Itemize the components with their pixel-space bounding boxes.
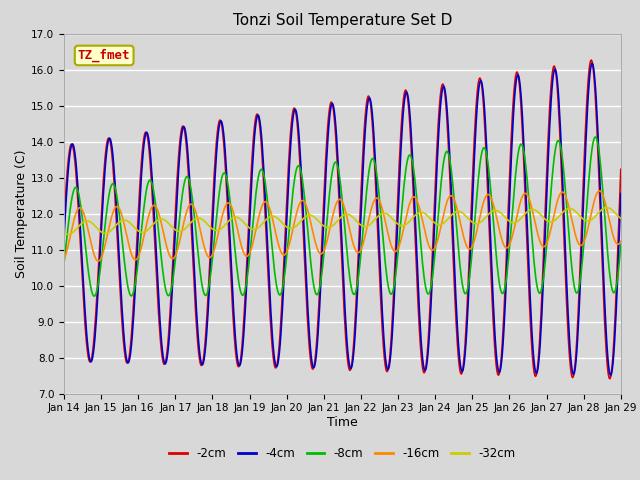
Line: -2cm: -2cm (64, 60, 621, 379)
-4cm (70, 145, 78, 151)
-16cm (60, 256, 68, 262)
-32cm (411, 213, 419, 218)
Line: -16cm: -16cm (64, 191, 621, 261)
-4cm (127, 343, 135, 348)
-32cm (60, 230, 68, 236)
-16cm (70, 216, 78, 222)
-8cm (128, 292, 136, 298)
-32cm (128, 222, 136, 228)
-4cm (617, 191, 625, 196)
-8cm (90, 293, 98, 299)
-32cm (64, 231, 72, 237)
-4cm (607, 372, 614, 378)
-16cm (428, 247, 435, 252)
-2cm (606, 376, 614, 382)
-8cm (214, 200, 222, 205)
-16cm (411, 194, 419, 200)
-16cm (185, 204, 193, 209)
Title: Tonzi Soil Temperature Set D: Tonzi Soil Temperature Set D (233, 13, 452, 28)
-4cm (588, 60, 596, 66)
-2cm (617, 167, 625, 172)
-32cm (617, 216, 625, 221)
X-axis label: Time: Time (327, 416, 358, 429)
Line: -32cm: -32cm (64, 207, 621, 234)
-32cm (603, 204, 611, 210)
-2cm (410, 208, 418, 214)
Line: -8cm: -8cm (64, 137, 621, 296)
Legend: -2cm, -4cm, -8cm, -16cm, -32cm: -2cm, -4cm, -8cm, -16cm, -32cm (164, 443, 520, 465)
-2cm (60, 218, 68, 224)
-4cm (410, 188, 418, 193)
Text: TZ_fmet: TZ_fmet (78, 49, 131, 62)
-2cm (426, 299, 434, 305)
-16cm (94, 258, 102, 264)
-32cm (428, 216, 435, 222)
-32cm (185, 222, 193, 228)
-16cm (617, 239, 625, 244)
-32cm (214, 228, 222, 233)
-2cm (588, 57, 595, 63)
-4cm (426, 315, 434, 321)
-8cm (591, 134, 599, 140)
-8cm (185, 176, 193, 181)
-8cm (70, 186, 78, 192)
Y-axis label: Soil Temperature (C): Soil Temperature (C) (15, 149, 28, 278)
-4cm (60, 234, 68, 240)
-2cm (184, 163, 192, 169)
-8cm (617, 241, 625, 247)
-8cm (428, 283, 435, 289)
-2cm (70, 151, 78, 156)
-16cm (214, 231, 222, 237)
-4cm (184, 151, 192, 157)
-16cm (128, 253, 136, 259)
Line: -4cm: -4cm (64, 63, 621, 375)
-2cm (214, 130, 221, 135)
-16cm (595, 188, 603, 194)
-32cm (71, 228, 79, 233)
-2cm (127, 333, 135, 339)
-8cm (411, 176, 419, 181)
-4cm (214, 140, 221, 145)
-8cm (60, 261, 68, 266)
